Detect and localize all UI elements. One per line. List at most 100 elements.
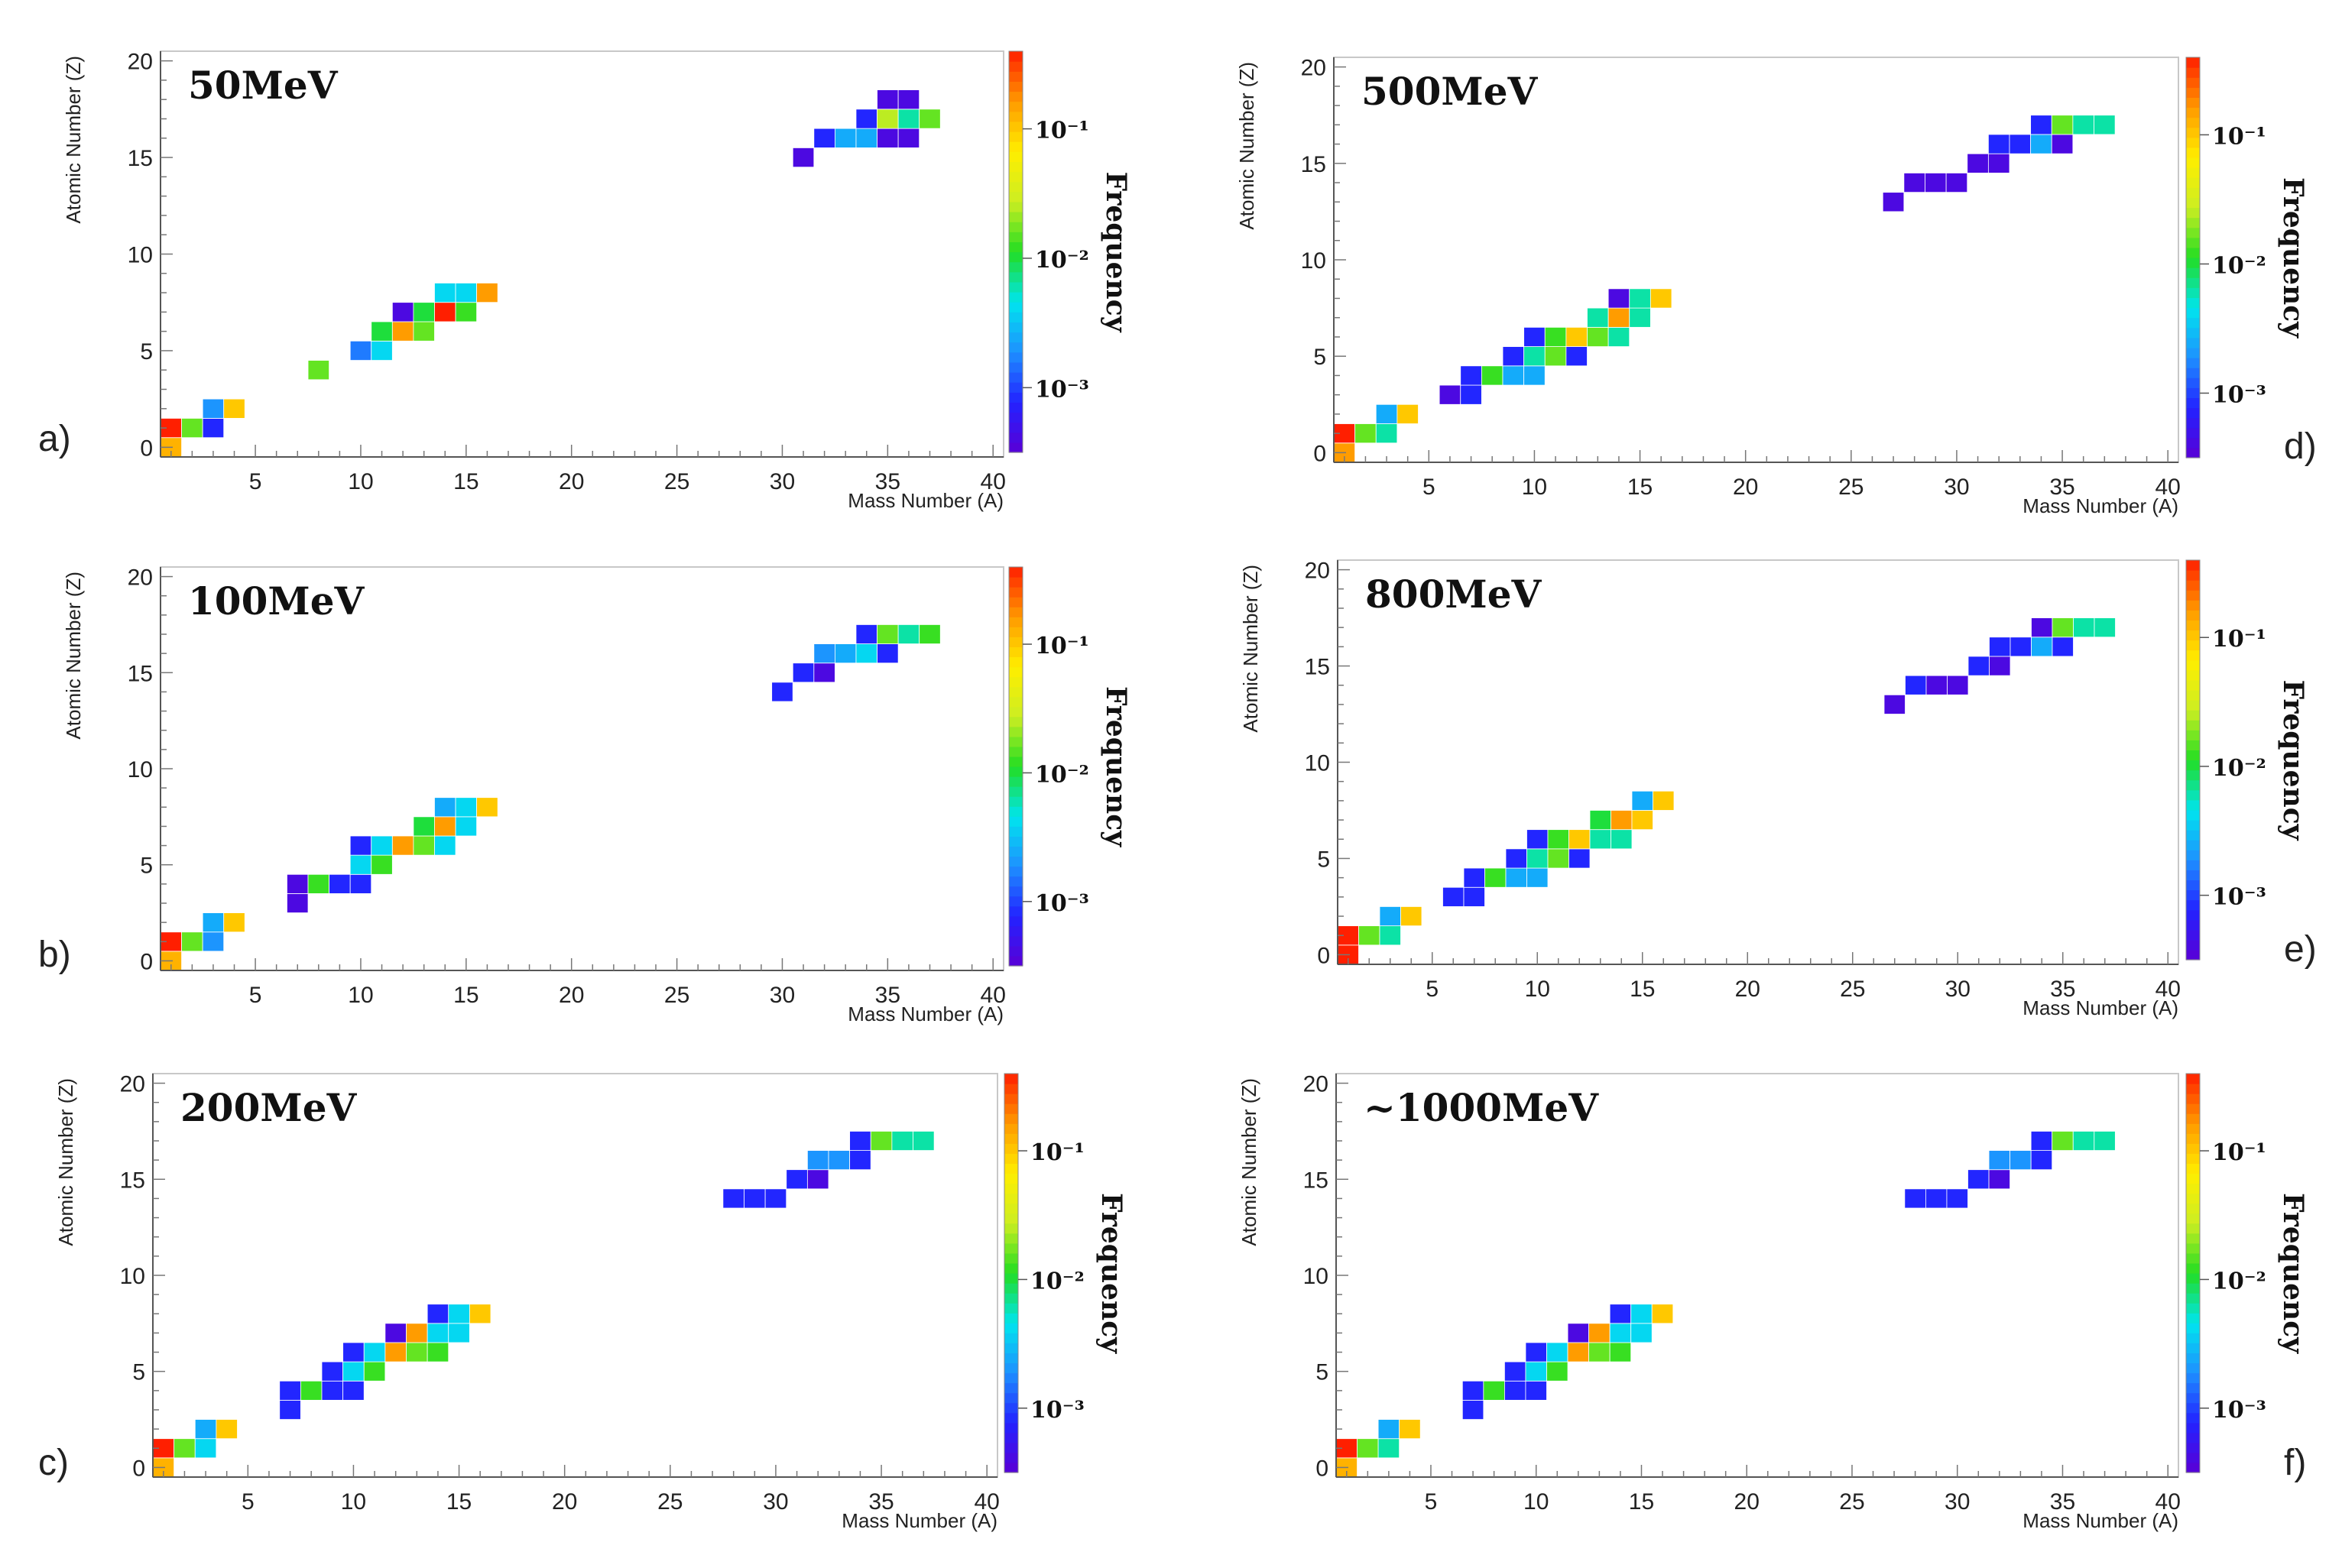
- heatmap-cell: [1589, 829, 1611, 850]
- heatmap-cell: [2052, 1131, 2074, 1151]
- heatmap-cell: [363, 1342, 386, 1362]
- heatmap-cell: [371, 854, 393, 875]
- colorbar-step: [2186, 1093, 2200, 1104]
- heatmap-cell: [181, 418, 203, 439]
- colorbar-step: [2186, 1153, 2200, 1165]
- heatmap-cell: [455, 797, 478, 818]
- heatmap-cell: [349, 873, 372, 894]
- x-axis-label: Mass Number (A): [2022, 494, 2178, 517]
- colorbar-step: [2186, 899, 2200, 911]
- colorbar-tick-label: 10⁻¹: [1035, 118, 1089, 144]
- heatmap-cell: [413, 302, 435, 322]
- heatmap-cell: [1460, 365, 1482, 386]
- heatmap-cell: [1546, 1361, 1568, 1382]
- panel-label: e): [2284, 929, 2317, 970]
- y-tick-label: 10: [1303, 1264, 1328, 1289]
- heatmap-cell: [806, 1150, 829, 1171]
- colorbar-step: [1009, 261, 1023, 273]
- colorbar-step: [2186, 1293, 2200, 1304]
- colorbar-step: [2186, 127, 2200, 138]
- x-tick-label: 10: [348, 469, 373, 494]
- heatmap-cell: [455, 283, 478, 303]
- y-tick-label: 0: [140, 436, 153, 461]
- x-tick-label: 20: [559, 469, 584, 494]
- colorbar-step: [2186, 137, 2200, 148]
- heatmap-cell: [1358, 925, 1380, 946]
- heatmap-cell: [1505, 848, 1527, 869]
- colorbar-step: [2186, 1362, 2200, 1374]
- heatmap-cell: [1989, 637, 2011, 657]
- colorbar-step: [2186, 297, 2200, 309]
- colorbar-step: [2186, 560, 2200, 571]
- colorbar-step: [1009, 696, 1023, 708]
- colorbar-step: [1009, 91, 1023, 102]
- x-tick-label: 35: [2049, 475, 2074, 500]
- heatmap-cell: [342, 1380, 365, 1401]
- colorbar-step: [1009, 161, 1023, 173]
- colorbar-step: [2186, 87, 2200, 98]
- colorbar-step: [1009, 756, 1023, 767]
- panel-title: 50MeV: [188, 63, 339, 108]
- panel-label: f): [2284, 1443, 2306, 1483]
- colorbar-step: [2186, 447, 2200, 458]
- panel-e: 5 10 15 20 25 30 35 40 0 5 10 15 20 Mass Number (A) At…: [1239, 559, 2317, 1019]
- colorbar-step: [2186, 1313, 2200, 1323]
- colorbar-step: [1009, 131, 1023, 142]
- heatmap-cell: [1629, 307, 1651, 328]
- colorbar-step: [2186, 1323, 2200, 1333]
- colorbar-step: [1009, 945, 1023, 957]
- colorbar-tick-label: 10⁻²: [2212, 1268, 2266, 1294]
- colorbar-step: [1009, 935, 1023, 947]
- heatmap-cell: [1565, 326, 1588, 347]
- heatmap-cell: [1988, 1150, 2011, 1171]
- heatmap-cell: [1607, 326, 1630, 347]
- colorbar-step: [1004, 1193, 1018, 1204]
- panel-f: 5 10 15 20 25 30 35 40 0 5 10 15 20 Mass Number (A) At…: [1237, 1072, 2309, 1532]
- colorbar-tick-label: 10⁻³: [1035, 890, 1089, 917]
- x-tick-label: 25: [664, 983, 689, 1008]
- panel-label: b): [38, 935, 71, 975]
- x-tick-label: 25: [1839, 1489, 1864, 1515]
- colorbar-step: [1004, 1223, 1018, 1234]
- heatmap-cell: [897, 89, 920, 110]
- colorbar-tick-label: 10⁻³: [2212, 1397, 2266, 1424]
- colorbar-step: [2186, 117, 2200, 128]
- heatmap-cell: [194, 1438, 217, 1459]
- colorbar: 10⁻¹ 10⁻² 10⁻³ Frequency: [2185, 57, 2309, 458]
- x-tick-label: 40: [975, 1489, 1000, 1515]
- heatmap-cell: [1377, 1438, 1400, 1459]
- colorbar-step: [2186, 1283, 2200, 1294]
- colorbar-step: [2186, 700, 2200, 711]
- colorbar-tick-label: 10⁻³: [2212, 381, 2266, 408]
- colorbar: 10⁻¹ 10⁻² 10⁻³ Frequency: [2185, 559, 2309, 961]
- colorbar-step: [1009, 686, 1023, 698]
- colorbar-tick-label: 10⁻²: [1035, 247, 1089, 274]
- heatmap-cell: [813, 643, 835, 664]
- colorbar-step: [1004, 1313, 1018, 1323]
- heatmap-cell: [1439, 384, 1461, 405]
- colorbar-step: [2186, 840, 2200, 850]
- colorbar-step: [1004, 1153, 1018, 1165]
- x-tick-label: 20: [1735, 977, 1760, 1002]
- heatmap-cell: [1587, 326, 1609, 347]
- colorbar-step: [1004, 1372, 1018, 1384]
- colorbar-step: [2186, 860, 2200, 870]
- heatmap-cell: [2031, 637, 2053, 657]
- heatmap-cell: [329, 873, 351, 894]
- x-tick-label: 35: [2050, 1489, 2075, 1515]
- x-tick-label: 15: [1630, 977, 1655, 1002]
- y-tick-label: 20: [120, 1072, 145, 1097]
- colorbar-tick-label: 10⁻³: [2212, 884, 2266, 911]
- heatmap-cell: [1568, 829, 1591, 850]
- colorbar-step: [1009, 442, 1023, 453]
- heatmap-cell: [391, 321, 414, 342]
- x-tick-label: 40: [2155, 475, 2181, 500]
- colorbar-step: [2186, 1123, 2200, 1134]
- colorbar-step: [1009, 232, 1023, 242]
- y-tick-label: 0: [1313, 441, 1326, 466]
- heatmap-cell: [1567, 1323, 1590, 1343]
- colorbar-step: [2186, 710, 2200, 721]
- heatmap-cell: [181, 931, 203, 952]
- colorbar-step: [2186, 327, 2200, 339]
- colorbar-step: [1009, 666, 1023, 678]
